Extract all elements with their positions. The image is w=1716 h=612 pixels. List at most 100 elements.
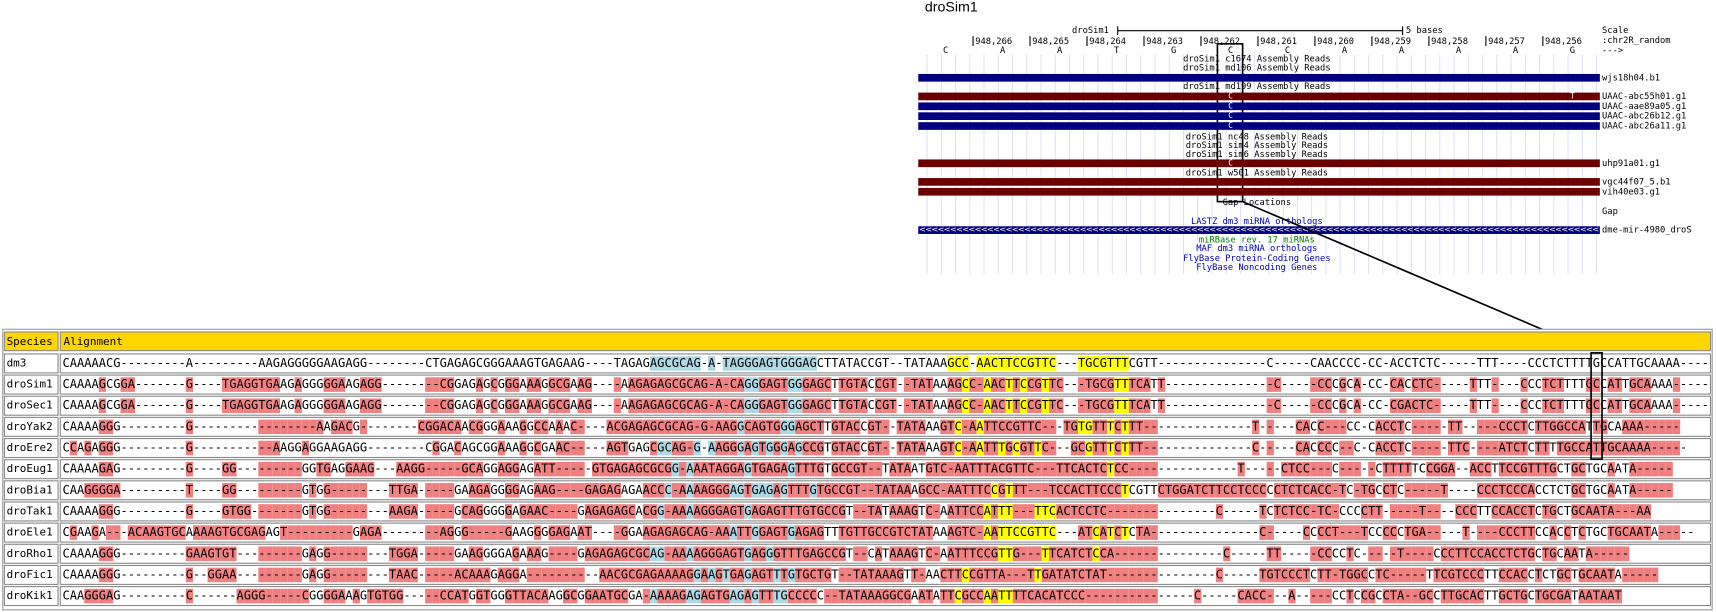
- base-highlight: [185, 504, 194, 519]
- base-highlight: [1447, 419, 1456, 435]
- base-highlight: [1034, 504, 1042, 519]
- base-highlight: [744, 419, 752, 435]
- base-highlight: [519, 440, 527, 456]
- base-highlight: [613, 525, 622, 540]
- base-highlight: [874, 419, 883, 435]
- base-highlight: [367, 398, 375, 414]
- base-highlight: [961, 567, 970, 583]
- base-highlight: [911, 567, 919, 583]
- base-highlight: [1433, 419, 1441, 435]
- base-highlight: [562, 377, 571, 392]
- base-highlight: [657, 546, 665, 562]
- base-highlight: [1636, 419, 1644, 435]
- track-label: droSim1 md199 Assembly Reads: [1183, 82, 1331, 92]
- base-highlight: [773, 567, 781, 583]
- base-highlight: [1128, 504, 1137, 519]
- base-highlight: [1310, 461, 1318, 477]
- base-highlight: [1506, 588, 1514, 604]
- base-highlight: [1643, 461, 1652, 477]
- base-highlight: [483, 483, 491, 498]
- base-highlight: [388, 546, 397, 562]
- base-highlight: [1353, 398, 1361, 414]
- base-highlight: [1107, 546, 1115, 562]
- base-highlight: [1404, 504, 1412, 519]
- base-highlight: [758, 419, 767, 435]
- base-highlight: [1288, 461, 1296, 477]
- base-highlight: [729, 419, 738, 435]
- base-highlight: [1535, 440, 1543, 456]
- base-highlight: [1295, 504, 1303, 519]
- base-highlight: [1107, 377, 1115, 392]
- base-highlight: [1302, 419, 1311, 435]
- base-highlight: [882, 398, 890, 414]
- base-highlight: [693, 419, 701, 435]
- base-highlight: [287, 483, 295, 498]
- base-highlight: [439, 483, 447, 498]
- base-highlight: [1266, 440, 1274, 456]
- base-highlight: [1469, 546, 1478, 562]
- base-highlight: [947, 546, 955, 562]
- base-highlight: [758, 356, 767, 371]
- base-highlight: [1049, 567, 1057, 583]
- base-highlight: [613, 398, 622, 414]
- base-highlight: [251, 588, 259, 604]
- base-highlight: [1549, 588, 1557, 604]
- base-highlight: [1114, 377, 1122, 392]
- base-highlight: [526, 567, 534, 583]
- base-highlight: [1041, 588, 1050, 604]
- base-highlight: [1201, 483, 1209, 498]
- base-highlight: [1418, 588, 1427, 604]
- base-highlight: [236, 588, 244, 604]
- base-highlight: [671, 588, 680, 604]
- base-highlight: [555, 461, 563, 477]
- base-highlight: [1426, 419, 1434, 435]
- base-highlight: [243, 377, 252, 392]
- base-highlight: [664, 356, 672, 371]
- base-highlight: [1353, 377, 1361, 392]
- base-highlight: [1005, 504, 1013, 519]
- base-highlight: [1506, 440, 1514, 456]
- base-highlight: [1179, 483, 1187, 498]
- base-highlight: [1143, 440, 1151, 456]
- base-highlight: [983, 461, 991, 477]
- base-highlight: [475, 398, 484, 414]
- base-highlight: [1302, 567, 1311, 583]
- base-highlight: [533, 461, 542, 477]
- base-highlight: [555, 483, 563, 498]
- base-highlight: [932, 461, 941, 477]
- base-highlight: [1317, 377, 1325, 392]
- base-highlight: [1643, 398, 1652, 414]
- base-highlight: [1462, 440, 1470, 456]
- base-highlight: [1360, 588, 1369, 604]
- base-highlight: [185, 461, 194, 477]
- base-highlight: [795, 588, 803, 604]
- base-highlight: [1658, 419, 1666, 435]
- base-highlight: [1005, 588, 1013, 604]
- base-highlight: [229, 525, 237, 540]
- base-highlight: [1506, 419, 1514, 435]
- base-highlight: [294, 419, 302, 435]
- base-highlight: [1549, 419, 1557, 435]
- base-highlight: [780, 504, 788, 519]
- base-highlight: [650, 356, 658, 371]
- read-base: C: [1228, 111, 1233, 120]
- base-highlight: [657, 461, 665, 477]
- base-highlight: [1506, 504, 1514, 519]
- base-highlight: [236, 525, 244, 540]
- base-highlight: [903, 546, 912, 562]
- base-highlight: [265, 546, 273, 562]
- base-highlight: [1469, 504, 1478, 519]
- base-highlight: [338, 504, 346, 519]
- base-highlight: [294, 504, 302, 519]
- base-highlight: [657, 419, 665, 435]
- base-highlight: [475, 546, 484, 562]
- base-highlight: [1636, 504, 1644, 519]
- base-highlight: [758, 440, 767, 456]
- base-highlight: [1237, 588, 1245, 604]
- base-highlight: [787, 588, 796, 604]
- base-highlight: [1223, 546, 1231, 562]
- base-highlight: [1215, 483, 1224, 498]
- base-highlight: [838, 546, 846, 562]
- base-highlight: [787, 567, 796, 583]
